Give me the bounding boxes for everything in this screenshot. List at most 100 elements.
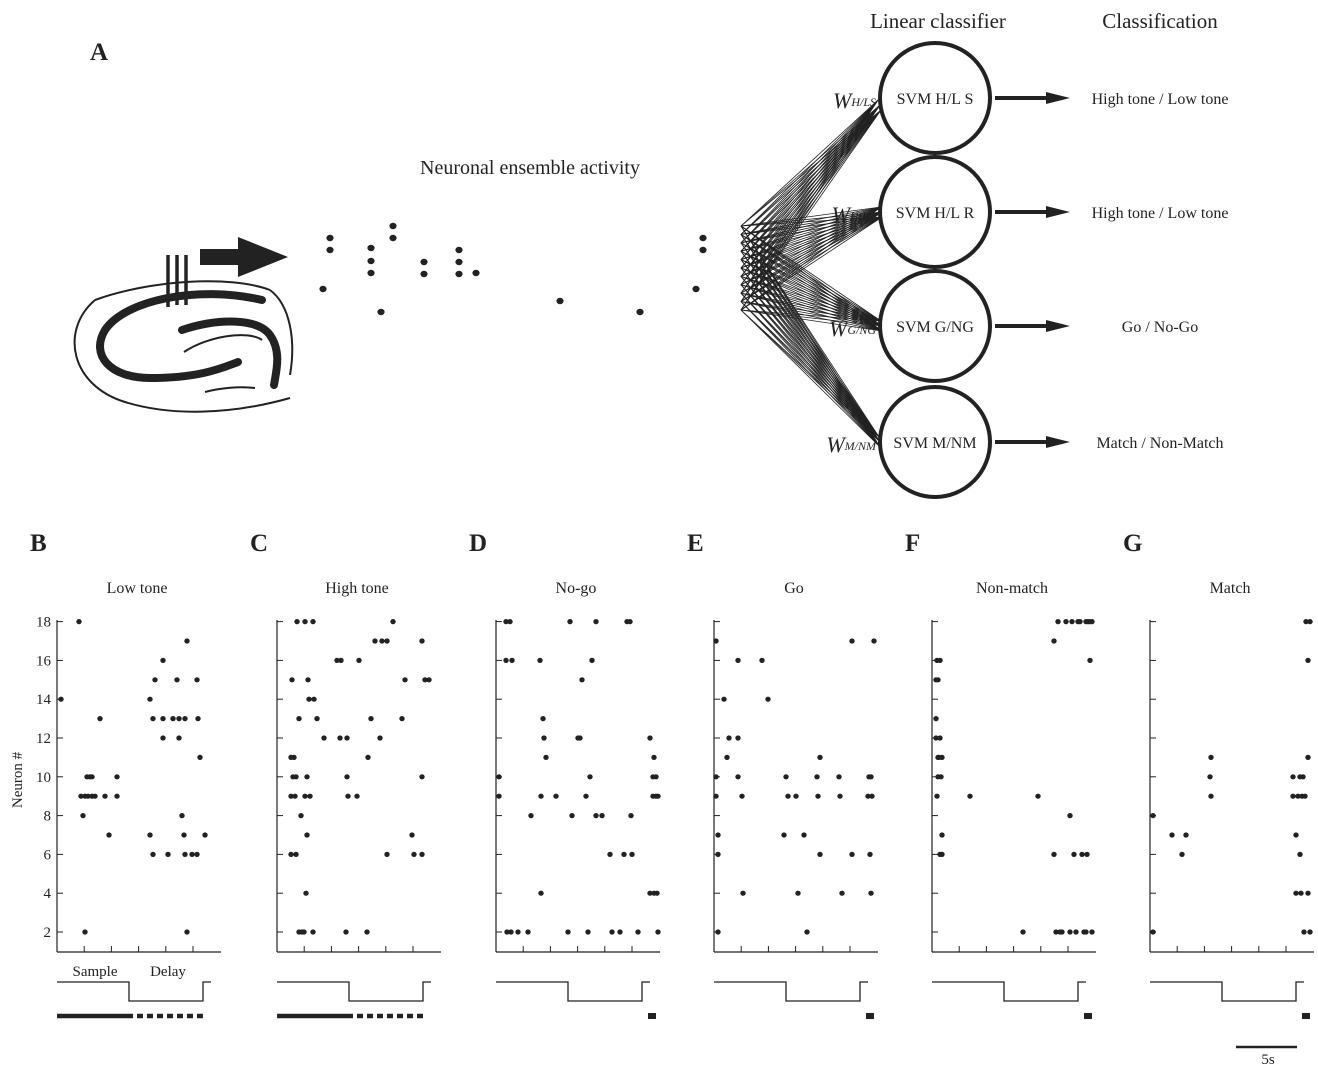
spike [1020, 929, 1026, 935]
spike [304, 832, 310, 838]
spike [411, 851, 417, 858]
spike [759, 657, 765, 664]
spike [1208, 754, 1214, 761]
spike [402, 677, 408, 683]
ensemble-spike [420, 258, 428, 266]
spike [356, 657, 362, 664]
spike [869, 793, 875, 799]
ensemble-spike [389, 234, 397, 242]
spike [147, 696, 153, 702]
spike [1307, 619, 1313, 625]
spike [938, 774, 944, 780]
spike [1307, 929, 1313, 935]
spike [1305, 754, 1311, 761]
spike [939, 851, 945, 858]
panel-a: A Neuronal ensemble activity Linear clas… [73, 9, 1229, 499]
spike [579, 677, 585, 683]
weight-subscript: H/LS [850, 95, 876, 109]
weight-label: WM/NM [826, 432, 877, 457]
ensemble-spike [692, 285, 700, 293]
spike [311, 696, 317, 702]
spike [939, 754, 945, 761]
spike [1089, 619, 1095, 625]
spike [715, 832, 721, 838]
scale-bar: 5s [1236, 1045, 1297, 1066]
spike [302, 619, 308, 625]
spike [182, 716, 188, 722]
spike [384, 851, 390, 858]
spike [538, 890, 544, 896]
spike [1079, 851, 1085, 858]
spike [1293, 890, 1299, 896]
spike [150, 716, 156, 722]
spike [106, 832, 112, 838]
spike [1087, 657, 1093, 664]
weight-fan-lines [740, 99, 883, 448]
spike [587, 774, 593, 780]
spike [334, 657, 340, 664]
spike [804, 929, 810, 935]
weight-subscript: G/NG [847, 323, 876, 337]
spike [849, 851, 855, 858]
spike [1305, 657, 1311, 664]
spike [179, 813, 185, 819]
spike [795, 890, 801, 896]
classifier-3: SVM G/NG WG/NG Go / No-Go [829, 269, 1198, 383]
spike [419, 774, 425, 780]
spike [538, 793, 544, 799]
spike [1059, 929, 1065, 935]
spike [293, 774, 299, 780]
spike [165, 851, 171, 858]
ensemble-spike [699, 234, 707, 242]
ensemble-spike [472, 269, 480, 277]
response-bar [1302, 1013, 1310, 1019]
panel-label: G [1123, 530, 1142, 557]
panel-label: B [30, 530, 47, 557]
panel-title: Low tone [107, 580, 168, 597]
output-arrow-head [1046, 436, 1070, 448]
spike [365, 754, 371, 761]
spike [294, 619, 300, 625]
classification-output: High tone / Low tone [1092, 91, 1229, 108]
spike [726, 735, 732, 741]
spike [627, 619, 633, 625]
spike [647, 890, 653, 896]
spike [868, 774, 874, 780]
spike [344, 774, 350, 780]
spike [715, 851, 721, 858]
header-linear-classifier: Linear classifier [870, 9, 1006, 33]
spike [934, 793, 940, 799]
epoch-trace [714, 981, 868, 1002]
spike [92, 793, 98, 799]
svm-circle [878, 385, 992, 499]
ensemble-spike [326, 234, 334, 242]
spike [147, 832, 153, 838]
spike [739, 793, 745, 799]
ensemble-spike [389, 222, 397, 230]
epoch-label-sample: Sample [73, 964, 118, 980]
spike [377, 735, 383, 741]
spike [781, 832, 787, 838]
spike [724, 754, 730, 761]
spike [304, 774, 310, 780]
spike [202, 832, 208, 838]
spike [1083, 929, 1089, 935]
spike [496, 774, 502, 780]
y-tick-label: 12 [36, 731, 51, 747]
spike [1297, 851, 1303, 858]
panel-label: F [905, 530, 920, 557]
spike [1067, 813, 1073, 819]
ensemble-spike [367, 257, 375, 265]
spike [1300, 774, 1306, 780]
weight-main: W [829, 316, 849, 341]
spike [635, 929, 641, 935]
spike [306, 696, 312, 702]
spike [1073, 929, 1079, 935]
spike [715, 929, 721, 935]
epoch-trace [932, 981, 1086, 1002]
spike [1298, 890, 1304, 896]
y-tick-label: 2 [44, 925, 52, 941]
spike [1089, 929, 1095, 935]
svm-label: SVM H/L R [896, 205, 975, 222]
spike [801, 832, 807, 838]
